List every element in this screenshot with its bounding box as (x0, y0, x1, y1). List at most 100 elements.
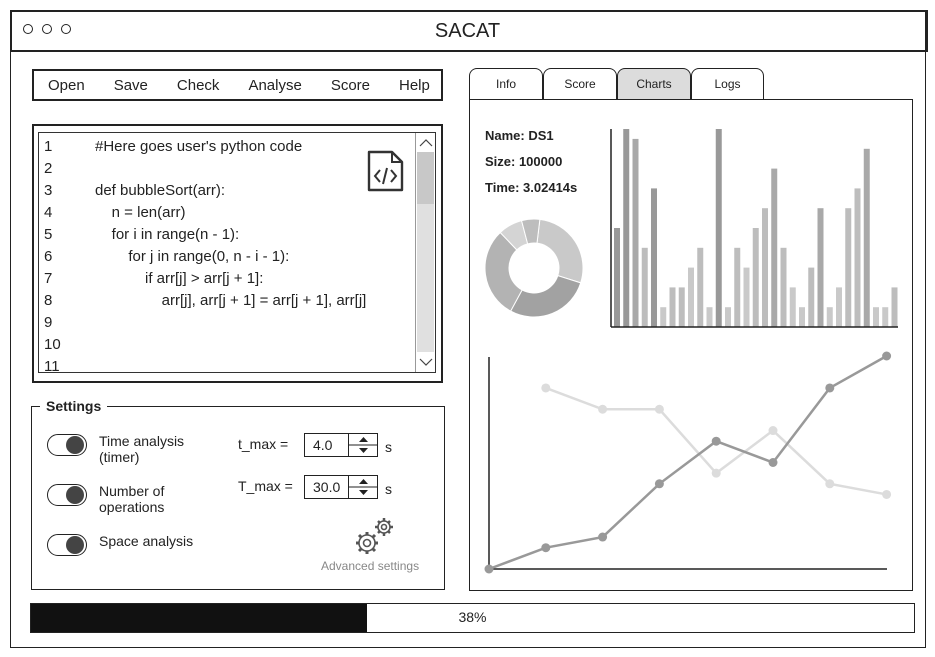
bar (845, 208, 852, 327)
bar (725, 307, 731, 327)
line-number: 8 (44, 292, 53, 309)
menu-bar: Open Save Check Analyse Score Help (32, 69, 443, 101)
data-point (484, 564, 494, 574)
tab-charts[interactable]: Charts (617, 68, 691, 100)
charts-panel (469, 99, 913, 591)
app-title: SACAT (434, 20, 501, 42)
gears-icon[interactable] (352, 516, 396, 563)
time-analysis-toggle[interactable] (47, 434, 87, 456)
space-analysis-label: Space analysis (99, 533, 194, 549)
t-max-unit: s (385, 439, 392, 455)
t-max-label: t_max = (238, 436, 289, 452)
tab-logs[interactable]: Logs (691, 68, 764, 100)
minimize-window-button[interactable] (42, 24, 52, 34)
settings-panel (31, 406, 445, 590)
maximize-window-button[interactable] (61, 24, 71, 34)
line-number: 5 (44, 226, 53, 243)
bar (632, 138, 639, 327)
bar (891, 287, 898, 327)
line-chart (484, 351, 892, 574)
series-line (488, 354, 888, 571)
bar (752, 228, 759, 327)
bar (623, 129, 630, 327)
scroll-track (417, 204, 434, 352)
bar (660, 307, 667, 327)
T-max-unit: s (385, 481, 392, 497)
increment-icon (359, 437, 368, 442)
bar (743, 267, 750, 327)
data-point (654, 404, 664, 414)
tab-info[interactable]: Info (469, 68, 543, 100)
menu-open[interactable]: Open (48, 76, 85, 94)
editor-frame (32, 124, 443, 383)
editor-scrollbar[interactable] (415, 133, 435, 372)
code-text: def bubbleSort(arr): (95, 182, 226, 199)
scroll-thumb (417, 152, 434, 204)
line-number: 10 (44, 336, 61, 353)
dataset-time: Time: 3.02414s (485, 180, 578, 195)
data-point (598, 404, 608, 414)
num-operations-label: Number of operations (99, 483, 165, 515)
menu-analyse[interactable]: Analyse (248, 76, 302, 94)
decrement-icon (359, 448, 368, 453)
bar (734, 247, 741, 327)
tab-score[interactable]: Score (543, 68, 617, 100)
scroll-down-icon (419, 358, 433, 366)
close-window-button[interactable] (23, 24, 33, 34)
code-text: for i in range(n - 1): (95, 226, 240, 243)
bar (697, 247, 704, 327)
line-number: 3 (44, 182, 53, 199)
line-number: 6 (44, 248, 53, 265)
data-point (541, 543, 551, 553)
code-text: #Here goes user's python code (95, 138, 303, 155)
bar (762, 208, 768, 327)
dataset-name: Name: DS1 (485, 128, 554, 143)
line-number: 4 (44, 204, 53, 221)
pie-slice (509, 274, 582, 318)
bar (789, 287, 796, 327)
increment-icon (359, 479, 368, 484)
code-text: if arr[j] > arr[j + 1]: (95, 270, 264, 287)
data-point (768, 458, 778, 467)
decrement-icon (359, 490, 368, 495)
t-max-stepper[interactable]: 4.0 (304, 433, 378, 457)
code-file-icon[interactable] (366, 150, 404, 197)
code-editor[interactable]: 1 #Here goes user's python code 2 3 def bubb… (38, 132, 436, 373)
data-point (825, 479, 835, 489)
T-max-stepper[interactable]: 30.0 (304, 475, 378, 499)
data-point (598, 532, 608, 542)
menu-help[interactable]: Help (399, 76, 430, 94)
data-point (711, 436, 721, 446)
menu-score[interactable]: Score (330, 76, 370, 94)
bar (854, 188, 861, 327)
bar (669, 287, 676, 327)
bar (715, 129, 722, 327)
menu-check[interactable]: Check (176, 76, 220, 94)
advanced-settings-link[interactable]: Advanced settings (321, 559, 420, 573)
line-number: 7 (44, 270, 53, 287)
pie-slice (536, 218, 584, 284)
charts-svg (484, 129, 898, 574)
T-max-label: T_max = (238, 478, 293, 494)
space-analysis-toggle[interactable] (47, 534, 87, 556)
bar (614, 228, 620, 327)
data-point (882, 489, 892, 499)
bar (706, 307, 713, 327)
data-point (882, 351, 892, 361)
bar (771, 168, 778, 327)
bar-chart (610, 129, 898, 328)
bar (817, 208, 824, 327)
menu-save[interactable]: Save (113, 76, 148, 94)
scroll-up-icon (419, 139, 433, 147)
data-point (768, 426, 778, 436)
bar (826, 307, 833, 327)
bar (863, 148, 870, 327)
line-number: 9 (44, 314, 53, 331)
title-bar (10, 10, 928, 52)
dataset-size: Size: 100000 (485, 154, 563, 169)
progress-fill (31, 604, 367, 632)
progress-label: 38% (458, 609, 487, 625)
num-operations-toggle[interactable] (47, 484, 87, 506)
data-point (711, 468, 721, 478)
code-text: for j in range(0, n - i - 1): (95, 248, 290, 265)
